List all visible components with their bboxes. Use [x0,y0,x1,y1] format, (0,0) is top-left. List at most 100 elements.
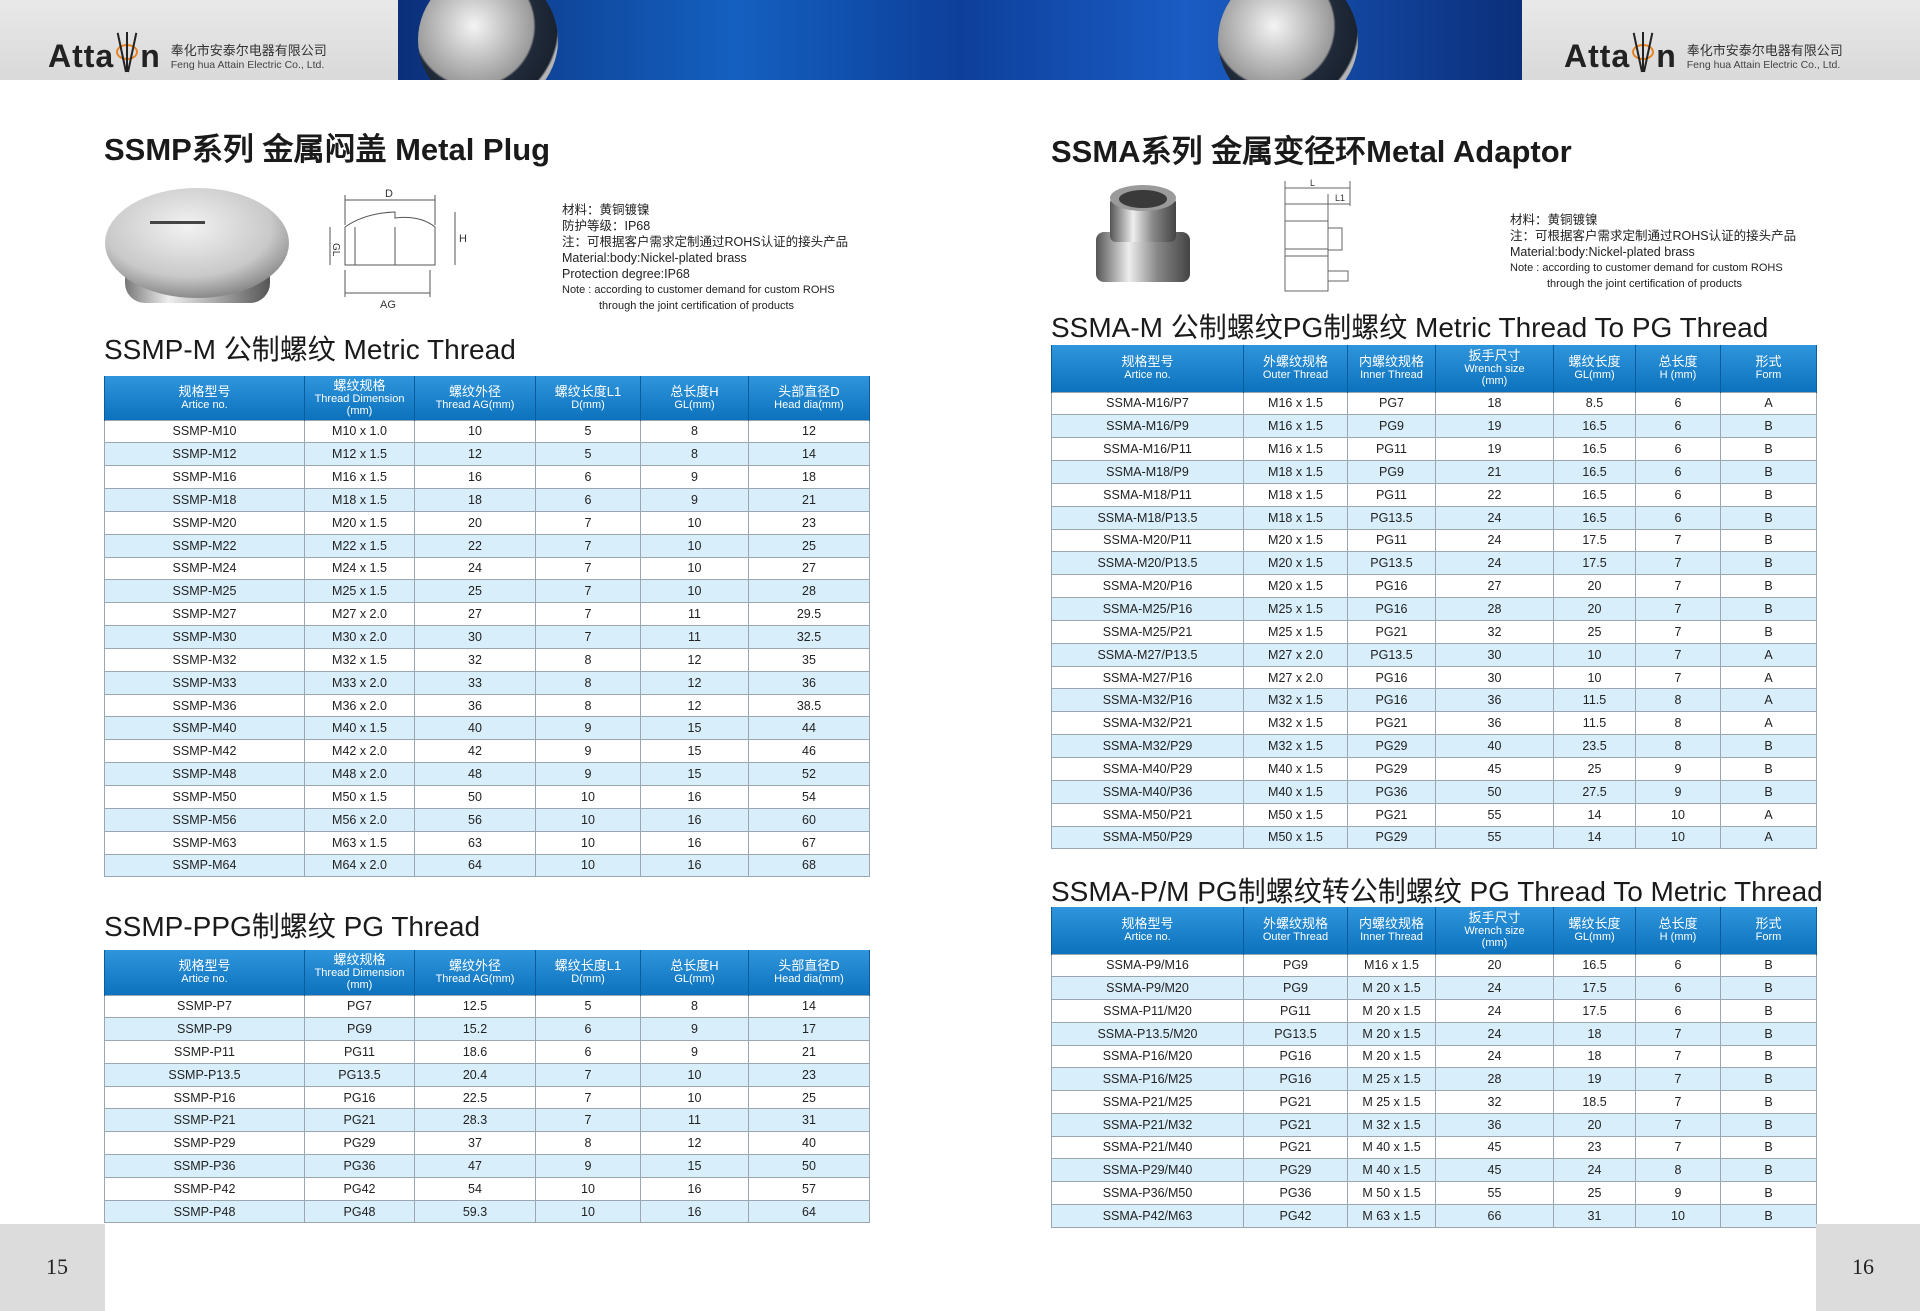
table-cell: PG21 [1243,1135,1348,1160]
ssma-m-table: 规格型号 Artice no. 外螺纹规格 Outer Thread 内螺纹规格 Inne… [1051,345,1817,850]
page-number-left: 15 [46,1254,68,1279]
table-cell: 7 [1635,1067,1721,1091]
table-cell: 9 [640,488,749,512]
table-row: SSMA-M40/P36 M40 x 1.5 PG36 50 27.5 9 B [1051,779,1817,804]
metal-adaptor-photo [1096,185,1190,282]
table-cell: M27 x 2.0 [1243,665,1348,690]
table-cell: PG21 [1243,1112,1348,1137]
table-cell: M 40 x 1.5 [1347,1135,1436,1160]
table-cell: PG16 [1347,688,1436,713]
table-cell: M 20 x 1.5 [1347,976,1436,1000]
table-cell: 60 [748,807,870,832]
section-title-ssma-p: SSMA-P/M PG制螺纹转公制螺纹 PG Thread To Metric … [1051,876,1823,907]
column-header: 规格型号 Artice no. [1051,907,1244,954]
table-cell: 56 [414,807,536,832]
table-cell: PG36 [1243,1181,1348,1205]
table-cell: M33 x 2.0 [304,670,415,695]
table-cell: M20 x 1.5 [304,510,415,535]
company-name-en: Feng hua Attain Electric Co., Ltd. [170,59,325,71]
table-cell: M32 x 1.5 [1243,688,1348,713]
table-cell: 7 [1635,1135,1721,1160]
table-cell: 8 [535,647,641,672]
table-cell: B [1720,1203,1817,1228]
table-cell: 9 [1635,1181,1721,1205]
table-cell: PG9 [1347,460,1436,484]
table-cell: SSMA-M40/P36 [1051,779,1244,804]
table-cell: B [1720,1112,1817,1137]
ssmp-p-table: 规格型号 Artice no. 螺纹规格 Thread Dimension (mm) 螺纹… [104,950,870,1224]
table-cell: 18.6 [414,1040,536,1064]
table-cell: 20 [1553,1112,1636,1137]
table-row: SSMA-P13.5/M20 PG13.5 M 20 x 1.5 24 18 7 B [1051,1021,1817,1046]
table-cell: PG29 [1347,757,1436,781]
header-banner-image [398,0,1522,80]
table-row: SSMP-P13.5 PG13.5 20.4 7 10 23 [104,1062,870,1087]
table-cell: M 25 x 1.5 [1347,1067,1436,1091]
table-cell: 25 [748,533,870,558]
page-title-right: SSMA系列 金属变径环Metal Adaptor [1051,134,1572,169]
table-cell: 10 [1553,665,1636,690]
table-cell: 15.2 [414,1017,536,1042]
table-cell: B [1720,482,1817,507]
table-row: SSMP-M20 M20 x 1.5 20 7 10 23 [104,510,870,535]
table-cell: 16.5 [1553,482,1636,507]
table-cell: SSMA-P21/M32 [1051,1112,1244,1137]
table-cell: 12 [640,693,749,718]
table-cell: SSMA-M16/P9 [1051,414,1244,439]
table-cell: SSMP-M50 [104,785,305,809]
table-cell: SSMP-P11 [104,1040,305,1064]
table-row: SSMA-P21/M40 PG21 M 40 x 1.5 45 23 7 B [1051,1135,1817,1160]
column-header: 扳手尺寸 Wrench size (mm) [1435,907,1554,954]
table-cell: 12 [640,1131,749,1156]
table-cell: 16 [640,853,749,878]
table-cell: A [1720,688,1817,713]
table-cell: 44 [748,716,870,741]
table-cell: 7 [1635,665,1721,690]
table-cell: M32 x 1.5 [1243,734,1348,758]
column-header: 头部直径D Head dia(mm) [748,950,870,995]
table-cell: SSMA-M27/P16 [1051,665,1244,690]
table-cell: B [1720,1158,1817,1182]
table-cell: 10 [535,830,641,855]
table-row: SSMA-M40/P29 M40 x 1.5 PG29 45 25 9 B [1051,757,1817,781]
table-cell: 25 [1553,1181,1636,1205]
table-cell: 6 [1635,505,1721,530]
table-cell: SSMA-P16/M20 [1051,1044,1244,1069]
table-cell: 36 [1435,688,1554,713]
table-cell: PG29 [1243,1158,1348,1182]
table-cell: 40 [748,1131,870,1156]
table-cell: SSMP-P42 [104,1176,305,1201]
table-cell: 6 [1635,999,1721,1023]
table-row: SSMA-M18/P9 M18 x 1.5 PG9 21 16.5 6 B [1051,460,1817,484]
table-cell: 29.5 [748,602,870,627]
table-cell: 12 [414,442,536,467]
table-cell: PG11 [1243,999,1348,1023]
table-cell: PG29 [304,1131,415,1156]
table-cell: SSMA-M50/P29 [1051,825,1244,850]
table-cell: 36 [748,670,870,695]
column-header: 内螺纹规格 Inner Thread [1347,345,1436,392]
table-cell: 20 [1553,574,1636,599]
table-cell: M18 x 1.5 [1243,505,1348,530]
table-cell: 18 [748,465,870,490]
table-cell: PG13.5 [1243,1021,1348,1046]
table-row: SSMA-M20/P13.5 M20 x 1.5 PG13.5 24 17.5 7 B [1051,551,1817,576]
table-cell: 50 [1435,779,1554,804]
table-cell: SSMP-M16 [104,465,305,490]
table-cell: SSMP-M33 [104,670,305,695]
table-cell: 23 [748,1062,870,1087]
table-cell: 8 [535,1131,641,1156]
table-cell: 24 [1435,999,1554,1023]
table-cell: 9 [535,739,641,764]
column-header: 规格型号 Artice no. [1051,345,1244,392]
table-cell: 6 [1635,437,1721,462]
table-cell: M25 x 1.5 [304,579,415,604]
table-cell: 7 [1635,1090,1721,1114]
section-title-ssmp-p: SSMP-PPG制螺纹 PG Thread [104,911,481,942]
table-cell: A [1720,391,1817,416]
column-header: 总长度H GL(mm) [640,950,749,995]
table-cell: 20 [414,510,536,535]
table-cell: M40 x 1.5 [304,716,415,741]
table-cell: 10 [640,556,749,581]
table-cell: 9 [640,1040,749,1064]
